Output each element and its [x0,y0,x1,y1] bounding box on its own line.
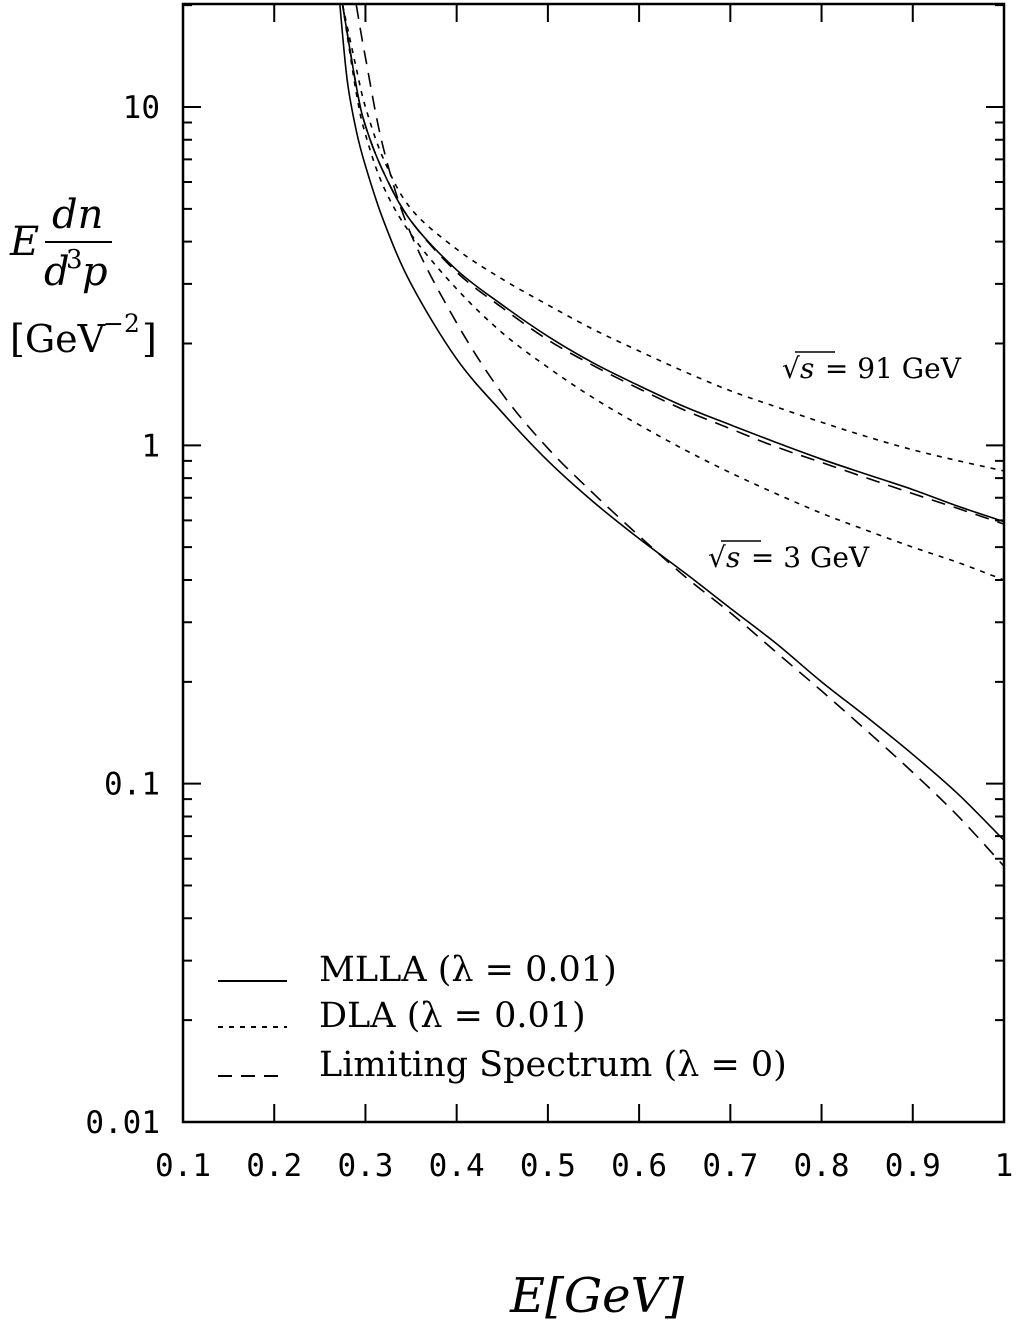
y-label-denominator-var: p [82,249,108,295]
x-tick-label: 0.8 [794,1148,850,1184]
y-tick-label: 0.1 [104,767,160,803]
y-label-unit-exp: −2 [103,309,140,338]
annotation-text: = 3 GeV [742,541,870,574]
y-axis-label: E dn d 3 p [GeV −2 ] [9,192,157,361]
y-label-denominator-exp: 3 [66,245,83,275]
y-label-prefix: E [9,219,39,265]
sqrt-sign: √ [782,352,800,385]
y-label-numerator: dn [52,192,103,238]
legend-entry-limiting-spectrum: Limiting Spectrum (λ = 0) [218,1045,787,1085]
x-tick-label: 0.9 [885,1148,941,1184]
legend-label: Limiting Spectrum (λ = 0) [319,1045,787,1085]
x-tick-label: 1 [995,1148,1014,1184]
annotation-var: s [726,541,740,574]
y-tick-label: 1 [141,428,160,464]
legend-label: DLA (λ = 0.01) [319,996,586,1036]
y-label-denominator-base: d [44,249,70,295]
annotation-var: s [800,352,814,385]
series-solid-0 [341,5,1004,523]
x-tick-label: 0.6 [611,1148,667,1184]
series-solid-4 [339,5,1004,841]
legend-entry-dla: DLA (λ = 0.01) [218,996,586,1036]
annotation-91-gev: √ s = 91 GeV [782,351,962,385]
series-dashed-5 [355,5,1004,867]
x-tick-label: 0.2 [246,1148,302,1184]
y-tick-label: 0.01 [85,1105,160,1141]
x-tick-label: 0.7 [702,1148,758,1184]
series-layer [339,4,1004,867]
y-label-unit-close: ] [142,317,157,361]
tick-labels: 0.1 0.2 0.3 0.4 0.5 0.6 0.7 0.8 0.9 1 10 1 0.1 0.01 [85,90,1013,1184]
legend-entry-mlla: MLLA (λ = 0.01) [218,950,617,990]
plot-frame [181,2,1006,1124]
sqrt-sign: √ [708,541,726,574]
x-axis-label: E[GeV] [509,1268,684,1324]
x-tick-label: 0.3 [337,1148,393,1184]
y-label-unit-open: [GeV [10,317,106,361]
legend: MLLA (λ = 0.01) DLA (λ = 0.01) Limiting … [218,950,787,1085]
annotation-3-gev: √ s = 3 GeV [708,540,870,574]
y-tick-label: 10 [123,90,160,126]
series-dashed-1 [341,5,1004,525]
x-tick-label: 0.4 [429,1148,485,1184]
annotation-text: = 91 GeV [816,352,962,385]
x-tick-label: 0.1 [155,1148,211,1184]
x-tick-label: 0.5 [520,1148,576,1184]
legend-label: MLLA (λ = 0.01) [319,950,617,990]
series-dotted-3 [341,5,1004,581]
